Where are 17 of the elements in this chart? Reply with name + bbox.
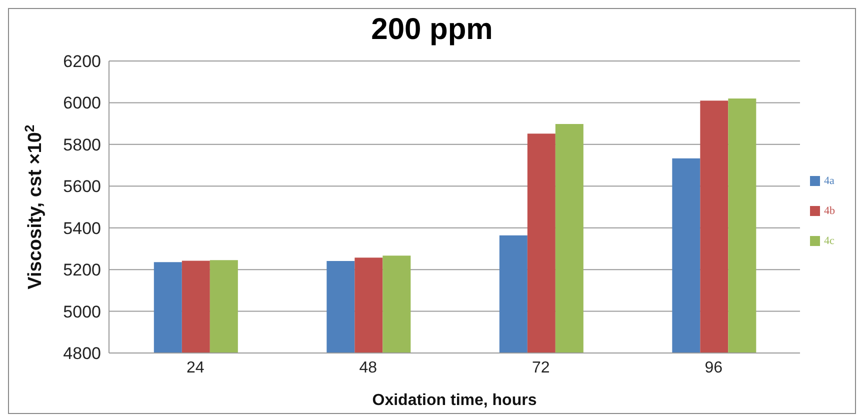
y-tick-label: 6200 (63, 52, 101, 72)
x-tick-label: 24 (186, 359, 204, 376)
y-tick-label: 5200 (63, 260, 101, 280)
legend-label: 4a (824, 175, 834, 187)
legend-label: 4c (824, 235, 834, 247)
x-tick-label: 48 (359, 359, 378, 376)
x-tick-label: 96 (704, 359, 723, 376)
y-tick-label: 5800 (63, 135, 101, 154)
y-tick-label: 5000 (63, 302, 101, 322)
y-tick-label: 5600 (63, 177, 101, 196)
x-axis-title: Oxidation time, hours (372, 392, 537, 409)
y-tick-label: 5400 (63, 218, 101, 238)
legend-label: 4b (824, 205, 835, 217)
y-tick-label: 4800 (63, 344, 101, 364)
chart-title: 200 ppm (370, 13, 494, 47)
y-tick-label: 6000 (63, 94, 101, 113)
x-tick-label: 72 (532, 359, 550, 376)
